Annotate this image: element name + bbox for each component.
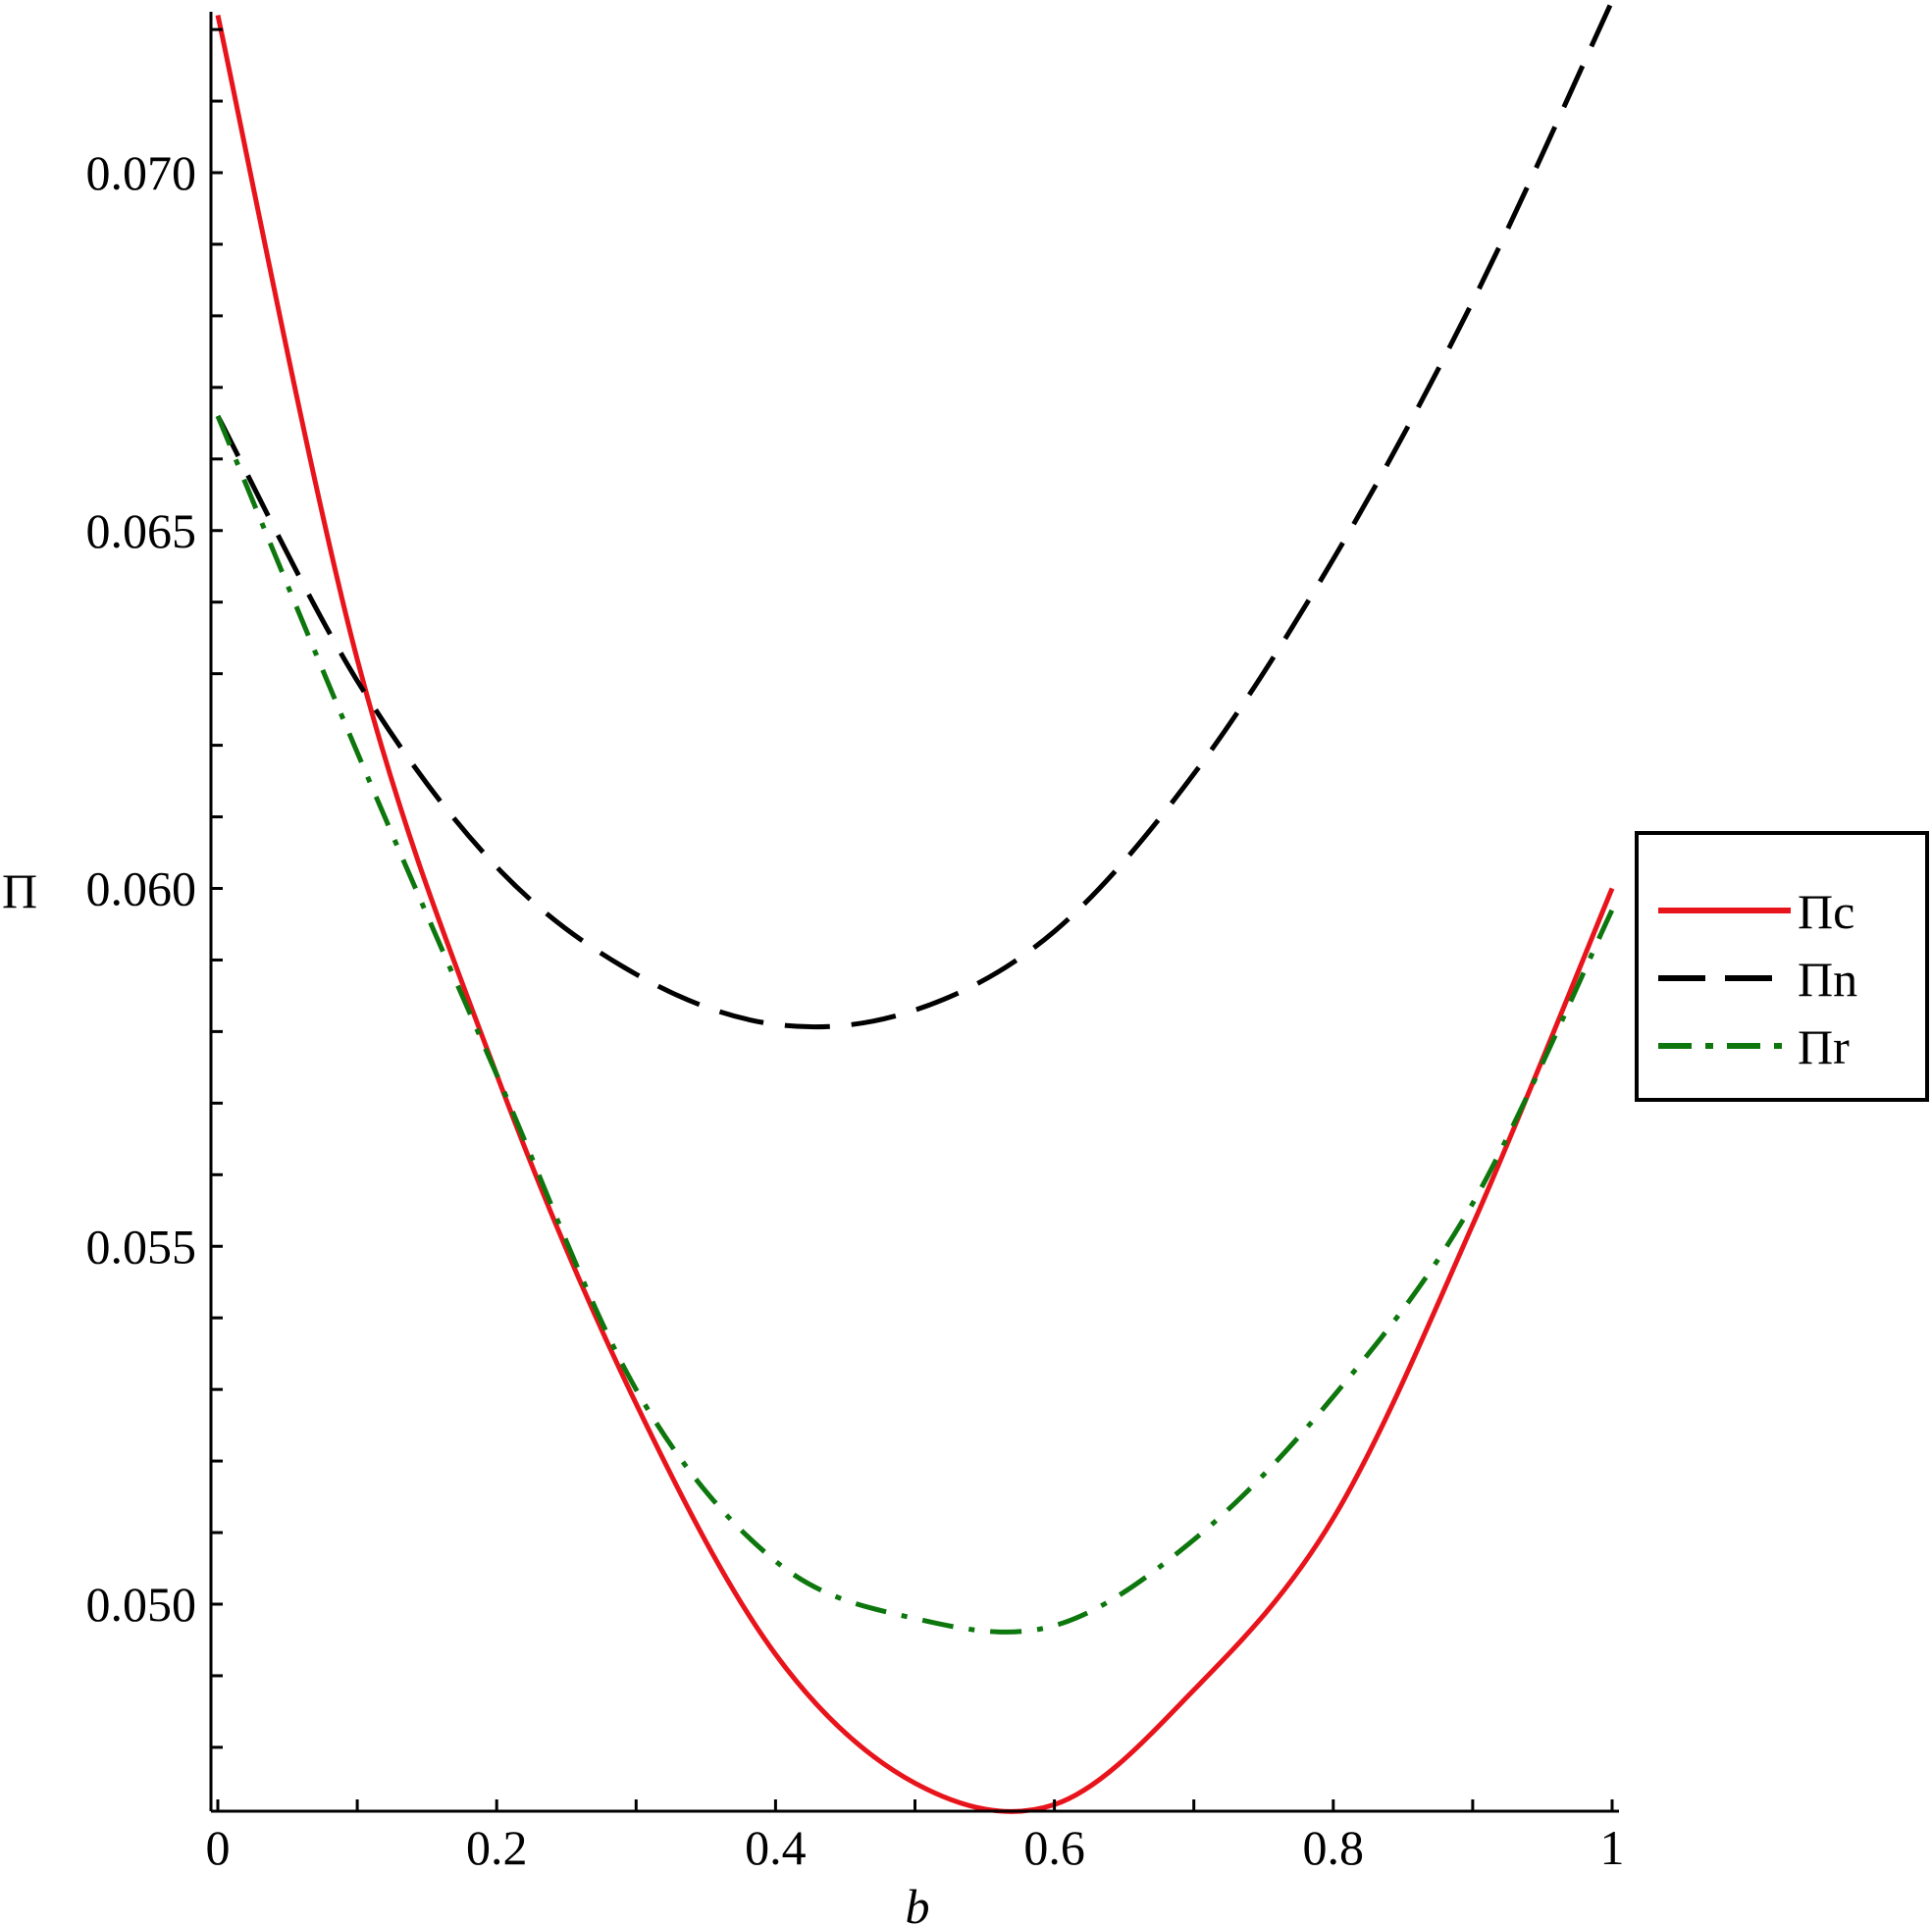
x-axis-title: b [906,1879,930,1925]
x-tick-label: 0.6 [1023,1820,1085,1875]
ticks: 0 0.2 0.4 0.6 0.8 1 0.050 0.055 0.060 0.065 0.070 [86,27,1625,1875]
x-tick-label: 0 [206,1820,231,1875]
legend-label-1: Πn [1798,952,1857,1007]
x-tick-label: 0.2 [466,1820,528,1875]
series-line-0 [215,14,1615,1814]
y-tick-label: 0.065 [86,503,197,558]
y-tick-label: 0.060 [86,861,197,916]
legend-label-2: Πr [1798,1019,1850,1074]
series-line-1 [215,0,1615,1030]
legend: Πc Πn Πr [1635,831,1929,1102]
y-axis-title: Π [2,863,37,918]
y-tick-label: 0.050 [86,1577,197,1632]
series-line-2 [215,415,1615,1635]
y-tick-label: 0.055 [86,1219,197,1274]
axes [209,12,1619,1813]
x-tick-label: 0.8 [1303,1820,1365,1875]
x-tick-label: 0.4 [745,1820,807,1875]
legend-items: Πc Πn Πr [1658,884,1857,1074]
plot-area [215,0,1615,1814]
legend-label-0: Πc [1798,884,1854,939]
legend-box [1635,831,1929,1102]
x-tick-label: 1 [1600,1820,1625,1875]
y-tick-label: 0.070 [86,145,197,200]
